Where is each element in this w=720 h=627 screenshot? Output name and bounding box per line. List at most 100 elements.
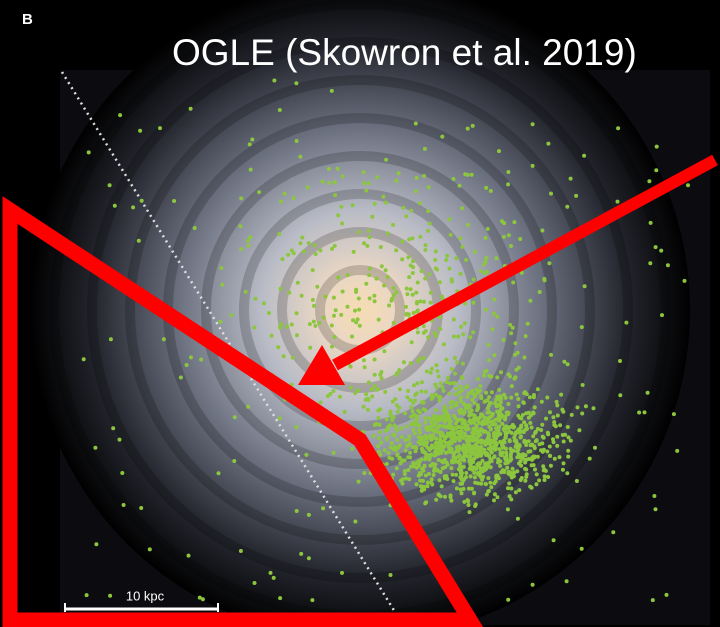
star-dot: [428, 290, 433, 295]
star-dot: [286, 252, 291, 257]
star-dot: [418, 299, 423, 304]
star-dot: [545, 449, 550, 454]
star-dot: [479, 269, 483, 274]
star-dot: [491, 311, 496, 316]
star-dot: [298, 241, 303, 246]
star-dot: [364, 188, 369, 193]
star-dot: [513, 352, 518, 357]
star-dot: [407, 275, 412, 280]
star-dot: [484, 185, 489, 190]
star-dot: [429, 420, 434, 424]
star-dot: [458, 461, 462, 466]
star-dot: [523, 453, 528, 458]
star-dot: [252, 325, 257, 330]
star-dot: [414, 482, 419, 487]
star-dot: [444, 410, 449, 415]
star-dot: [294, 81, 299, 86]
star-dot: [466, 434, 471, 439]
star-dot: [488, 448, 493, 452]
star-dot: [410, 271, 415, 275]
star-dot: [399, 478, 403, 483]
star-dot: [522, 420, 527, 425]
star-dot: [243, 289, 248, 294]
star-dot: [524, 467, 529, 472]
star-dot: [447, 419, 452, 424]
star-dot: [422, 299, 426, 304]
star-dot: [560, 467, 565, 472]
star-dot: [354, 320, 359, 325]
star-dot: [511, 425, 516, 430]
star-dot: [506, 170, 511, 174]
star-dot: [139, 198, 144, 203]
star-dot: [384, 462, 389, 466]
star-dot: [362, 365, 367, 370]
star-dot: [615, 199, 620, 204]
star-dot: [461, 443, 466, 448]
star-dot: [460, 388, 465, 393]
star-dot: [411, 427, 416, 432]
star-dot: [458, 396, 463, 401]
star-dot: [333, 193, 338, 198]
star-dot: [291, 251, 296, 256]
star-dot: [402, 469, 407, 473]
star-dot: [513, 432, 518, 437]
star-dot: [440, 431, 444, 436]
star-dot: [418, 410, 423, 415]
star-dot: [579, 325, 584, 330]
star-dot: [462, 321, 467, 326]
star-dot: [367, 266, 372, 271]
star-dot: [520, 413, 525, 417]
star-dot: [252, 581, 257, 585]
star-dot: [229, 313, 234, 318]
star-dot: [463, 420, 468, 425]
star-dot: [454, 426, 459, 430]
star-dot: [514, 392, 519, 397]
star-dot: [299, 551, 304, 556]
star-dot: [472, 490, 477, 495]
star-dot: [464, 475, 468, 480]
star-dot: [506, 410, 511, 415]
star-dot: [450, 367, 454, 372]
star-dot: [332, 180, 337, 185]
star-dot: [365, 407, 370, 412]
star-dot: [362, 241, 367, 246]
star-dot: [452, 451, 457, 456]
star-dot: [509, 430, 514, 435]
star-dot: [310, 598, 315, 603]
star-dot: [438, 438, 443, 443]
star-dot: [568, 176, 573, 181]
star-dot: [471, 277, 476, 282]
star-dot: [453, 416, 458, 421]
star-dot: [423, 243, 428, 248]
star-dot: [372, 293, 377, 298]
star-dot: [484, 492, 489, 497]
star-dot: [407, 434, 412, 439]
star-dot: [305, 185, 310, 190]
star-dot: [546, 475, 551, 479]
star-dot: [408, 455, 413, 460]
star-dot: [338, 394, 342, 399]
star-dot: [437, 478, 442, 483]
star-dot: [471, 449, 476, 454]
star-dot: [503, 435, 508, 440]
star-dot: [353, 308, 357, 313]
star-dot: [238, 549, 243, 553]
star-dot: [399, 426, 404, 431]
star-dot: [454, 401, 459, 406]
star-dot: [406, 389, 411, 393]
star-dot: [516, 397, 521, 401]
star-dot: [497, 418, 502, 423]
star-dot: [432, 453, 437, 458]
star-dot: [477, 420, 482, 425]
panel-label: B: [22, 11, 33, 28]
star-dot: [370, 214, 375, 219]
star-dot: [434, 363, 439, 368]
star-dot: [489, 390, 494, 395]
star-dot: [336, 213, 341, 218]
star-dot: [472, 475, 477, 480]
star-dot: [648, 261, 653, 266]
star-dot: [472, 400, 477, 405]
star-dot: [424, 436, 429, 441]
star-dot: [541, 464, 546, 469]
star-dot: [120, 471, 125, 475]
